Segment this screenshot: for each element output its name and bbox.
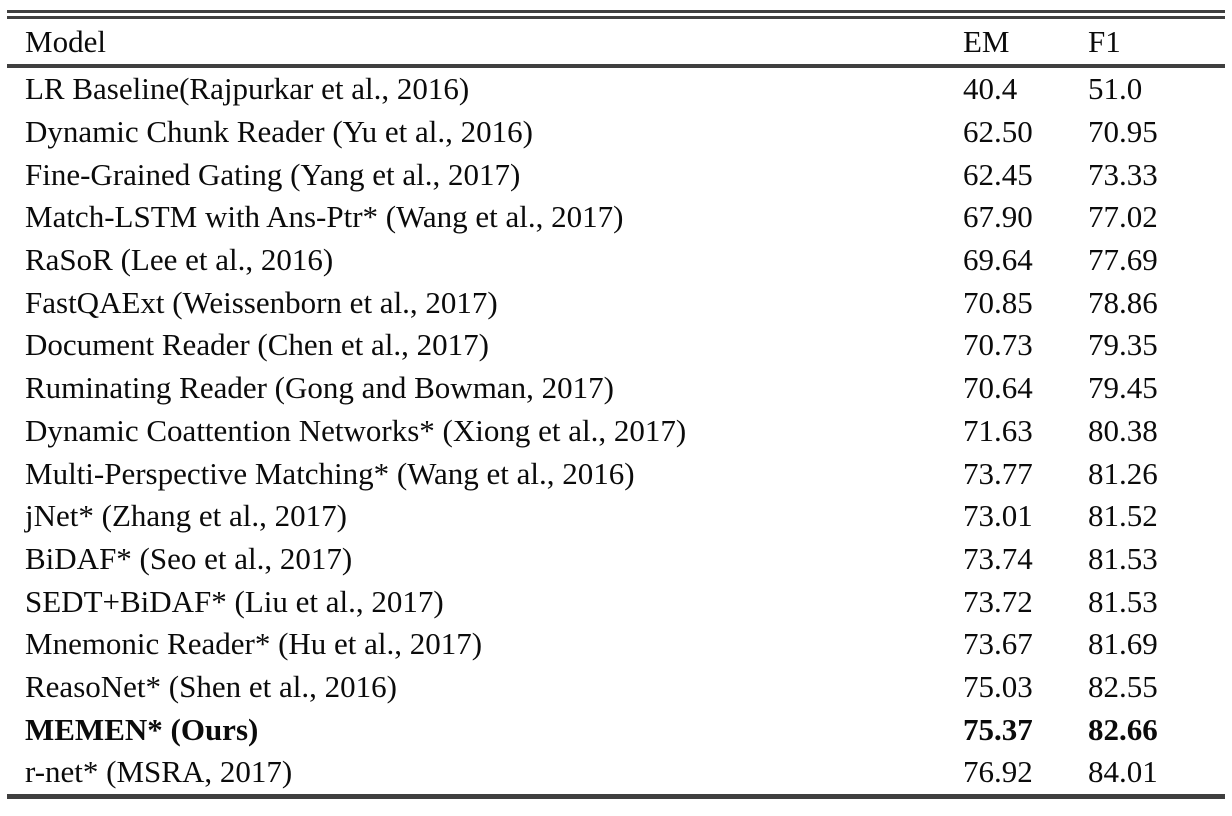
f1-score-cell: 81.53: [1088, 583, 1158, 619]
f1-score-cell: 81.53: [1088, 540, 1158, 576]
table-row: ReasoNet* (Shen et al., 2016) 75.03 82.55: [7, 666, 1225, 709]
table-row: Mnemonic Reader* (Hu et al., 2017) 73.67 8…: [7, 623, 1225, 666]
model-cell: r-net* (MSRA, 2017): [25, 754, 293, 790]
table-row: Ruminating Reader (Gong and Bowman, 2017…: [7, 367, 1225, 410]
f1-score-cell: 79.35: [1088, 327, 1158, 363]
em-score-cell: 73.72: [963, 583, 1033, 619]
results-table-header: Model EM F1: [7, 19, 1225, 68]
f1-score-cell: 84.01: [1088, 754, 1158, 790]
model-cell: Ruminating Reader (Gong and Bowman, 2017…: [25, 370, 614, 406]
model-cell: Match-LSTM with Ans-Ptr* (Wang et al., 2…: [25, 199, 624, 235]
em-score-cell: 73.77: [963, 455, 1033, 491]
table-bottom-rule: [7, 793, 1225, 799]
f1-score-cell: 77.02: [1088, 199, 1158, 235]
table-row: BiDAF* (Seo et al., 2017) 73.74 81.53: [7, 538, 1225, 581]
model-cell: SEDT+BiDAF* (Liu et al., 2017): [25, 583, 444, 619]
f1-score-cell: 81.69: [1088, 626, 1158, 662]
f1-score-cell: 70.95: [1088, 114, 1158, 150]
model-cell: Multi-Perspective Matching* (Wang et al.…: [25, 455, 635, 491]
results-table: Model EM F1 LR Baseline(Rajpurkar et al.…: [7, 19, 1225, 794]
table-row: jNet* (Zhang et al., 2017) 73.01 81.52: [7, 495, 1225, 538]
f1-score-cell: 81.26: [1088, 455, 1158, 491]
table-row: Fine-Grained Gating (Yang et al., 2017) 6…: [7, 153, 1225, 196]
table-row: Dynamic Chunk Reader (Yu et al., 2016) 62…: [7, 111, 1225, 154]
results-table-body: LR Baseline(Rajpurkar et al., 2016) 40.4 5…: [7, 66, 1225, 794]
em-score-cell: 73.67: [963, 626, 1033, 662]
em-score-cell: 70.73: [963, 327, 1033, 363]
model-cell: Dynamic Coattention Networks* (Xiong et …: [25, 412, 687, 448]
em-score-cell: 70.64: [963, 370, 1033, 406]
table-row: Multi-Perspective Matching* (Wang et al.…: [7, 452, 1225, 495]
model-cell: ReasoNet* (Shen et al., 2016): [25, 668, 397, 704]
f1-score-cell: 79.45: [1088, 370, 1158, 406]
model-cell: BiDAF* (Seo et al., 2017): [25, 540, 353, 576]
model-cell: MEMEN* (Ours): [25, 711, 259, 747]
table-row: SEDT+BiDAF* (Liu et al., 2017) 73.72 81.53: [7, 580, 1225, 623]
em-score-cell: 73.01: [963, 498, 1033, 534]
em-score-cell: 62.45: [963, 156, 1033, 192]
em-score-cell: 73.74: [963, 540, 1033, 576]
model-cell: Document Reader (Chen et al., 2017): [25, 327, 489, 363]
model-cell: Mnemonic Reader* (Hu et al., 2017): [25, 626, 483, 662]
paper-results-table-figure: Model EM F1 LR Baseline(Rajpurkar et al.…: [7, 10, 1225, 799]
table-row: Document Reader (Chen et al., 2017) 70.73…: [7, 324, 1225, 367]
f1-score-cell: 82.55: [1088, 668, 1158, 704]
table-row: FastQAExt (Weissenborn et al., 2017) 70.8…: [7, 281, 1225, 324]
model-cell: FastQAExt (Weissenborn et al., 2017): [25, 284, 498, 320]
model-cell: jNet* (Zhang et al., 2017): [25, 498, 347, 534]
em-score-cell: 71.63: [963, 412, 1033, 448]
em-score-cell: 69.64: [963, 242, 1033, 278]
em-score-cell: 75.37: [963, 711, 1033, 747]
f1-score-cell: 73.33: [1088, 156, 1158, 192]
model-cell: Fine-Grained Gating (Yang et al., 2017): [25, 156, 521, 192]
f1-score-cell: 80.38: [1088, 412, 1158, 448]
table-row: Match-LSTM with Ans-Ptr* (Wang et al., 2…: [7, 196, 1225, 239]
f1-score-cell: 77.69: [1088, 242, 1158, 278]
header-row: Model EM F1: [7, 19, 1225, 68]
column-header-f1: F1: [1088, 19, 1225, 68]
em-score-cell: 62.50: [963, 114, 1033, 150]
f1-score-cell: 81.52: [1088, 498, 1158, 534]
table-top-double-rule: [7, 10, 1225, 19]
f1-score-cell: 51.0: [1088, 71, 1143, 107]
table-row: LR Baseline(Rajpurkar et al., 2016) 40.4 5…: [7, 66, 1225, 111]
table-row: r-net* (MSRA, 2017) 76.92 84.01: [7, 751, 1225, 794]
model-cell: Dynamic Chunk Reader (Yu et al., 2016): [25, 114, 533, 150]
table-row: Dynamic Coattention Networks* (Xiong et …: [7, 410, 1225, 453]
em-score-cell: 70.85: [963, 284, 1033, 320]
em-score-cell: 75.03: [963, 668, 1033, 704]
column-header-model: Model: [7, 19, 963, 68]
model-cell: LR Baseline(Rajpurkar et al., 2016): [25, 71, 470, 107]
model-cell: RaSoR (Lee et al., 2016): [25, 242, 334, 278]
table-row: MEMEN* (Ours) 75.37 82.66: [7, 708, 1225, 751]
em-score-cell: 76.92: [963, 754, 1033, 790]
em-score-cell: 67.90: [963, 199, 1033, 235]
f1-score-cell: 78.86: [1088, 284, 1158, 320]
table-row: RaSoR (Lee et al., 2016) 69.64 77.69: [7, 239, 1225, 282]
em-score-cell: 40.4: [963, 71, 1018, 107]
column-header-em: EM: [963, 19, 1088, 68]
f1-score-cell: 82.66: [1088, 711, 1158, 747]
